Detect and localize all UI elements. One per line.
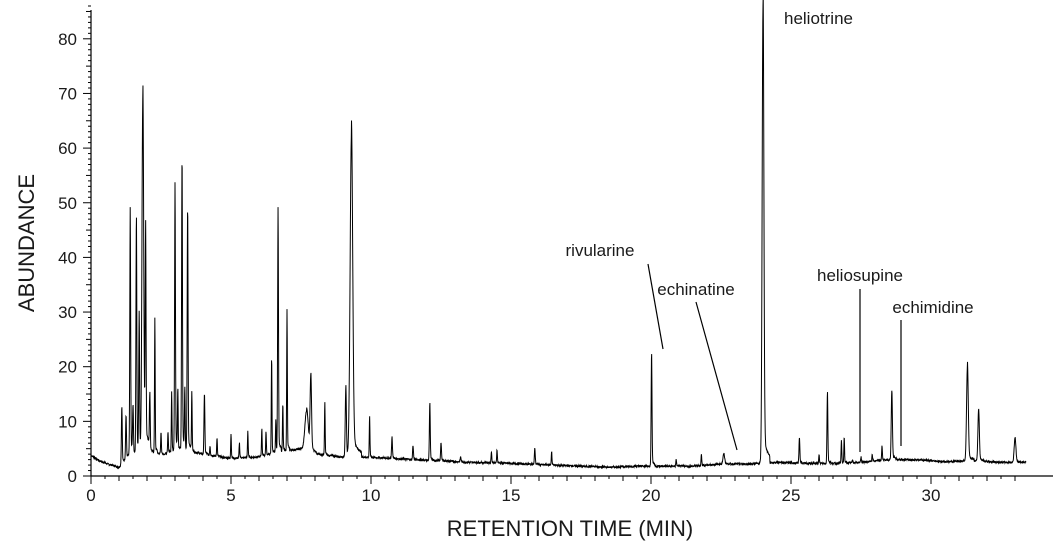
peak-annotations: heliotrine rivularine echinatine heliosupin…: [566, 9, 974, 452]
y-tick-label: 70: [58, 84, 77, 103]
y-tick-label: 30: [58, 303, 77, 322]
peak-label-echimidine: echimidine: [892, 298, 973, 317]
x-tick-label: 25: [782, 486, 801, 505]
x-ticks: 0 5 10 15 20 25 30: [86, 476, 1016, 505]
x-tick-label: 0: [86, 486, 95, 505]
y-tick-label: 0: [68, 467, 77, 486]
peak-label-rivularine: rivularine: [566, 241, 635, 260]
x-tick-label: 20: [642, 486, 661, 505]
y-axis-label: ABUNDANCE: [14, 174, 39, 312]
x-tick-label: 15: [502, 486, 521, 505]
y-tick-label: 50: [58, 194, 77, 213]
peak-label-heliosupine: heliosupine: [817, 266, 903, 285]
x-tick-label: 30: [922, 486, 941, 505]
chromatogram-trace: [91, 0, 1027, 470]
annotation-leader-line: [647, 263, 664, 350]
peak-label-heliotrine: heliotrine: [784, 9, 853, 28]
y-ticks: 0 10 20 30 40 50 60 70 80: [58, 5, 91, 486]
x-tick-label: 10: [362, 486, 381, 505]
x-tick-label: 5: [226, 486, 235, 505]
peak-label-echinatine: echinatine: [657, 280, 735, 299]
y-tick-label: 60: [58, 139, 77, 158]
y-tick-label: 40: [58, 248, 77, 267]
y-tick-label: 10: [58, 412, 77, 431]
x-axis-label: RETENTION TIME (MIN): [447, 516, 693, 541]
annotation-leader-line: [695, 301, 738, 451]
y-tick-label: 20: [58, 358, 77, 377]
y-tick-label: 80: [58, 30, 77, 49]
